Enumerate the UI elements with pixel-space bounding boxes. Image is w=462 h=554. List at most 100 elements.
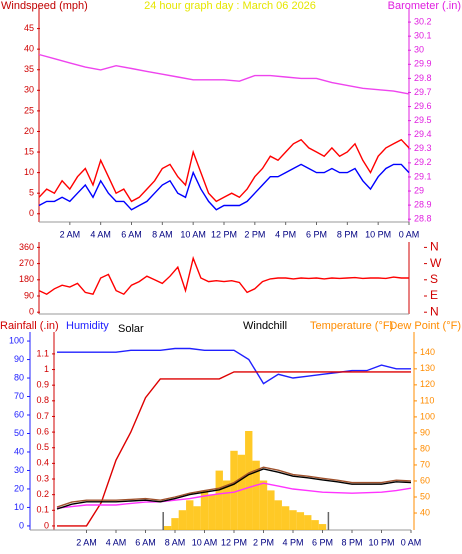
y-tick-label: 0.4 [36, 458, 49, 468]
x-tick-label: 10 PM [365, 229, 391, 239]
y-tick-label: 60 [420, 475, 430, 485]
rainfall-label: Rainfall (.in) [0, 320, 59, 332]
solar-bar [171, 518, 179, 530]
y-tick-label: 20 [14, 483, 24, 493]
solar-bar [274, 500, 282, 530]
x-tick-label: 8 PM [341, 537, 362, 547]
solar-bar [163, 526, 172, 530]
solar-bar [208, 494, 216, 530]
y-tick-label: 29.4 [414, 129, 432, 139]
solar-bar [304, 515, 312, 530]
y-tick-label: 120 [420, 379, 435, 389]
series-line [38, 163, 410, 211]
windchill-label: Windchill [243, 320, 287, 332]
series-line [56, 482, 412, 509]
solar-bar [245, 431, 253, 530]
y-tick-label: 30 [414, 45, 424, 55]
x-tick-label: 4 PM [282, 537, 303, 547]
y-tick-label: 0.1 [36, 505, 49, 515]
y-tick-label: 90 [14, 354, 24, 364]
y-tick-label: 29.7 [414, 87, 432, 97]
solar-bar [222, 480, 231, 530]
y-tick-label: 29.1 [414, 171, 432, 181]
y-tick-label: 15 [24, 146, 34, 156]
solar-bar [193, 506, 201, 530]
x-tick-label: 2 PM [244, 229, 265, 239]
x-tick-label: 2 AM [60, 229, 81, 239]
x-tick-label: 6 PM [312, 537, 333, 547]
y-tick-label: 100 [420, 411, 435, 421]
y-tick-label: 0 [29, 208, 34, 218]
x-tick-label: 10 AM [192, 537, 218, 547]
y-tick-label: 29.5 [414, 115, 432, 125]
barometer-label: Barometer (.in) [388, 0, 461, 12]
x-tick-label: 12 PM [211, 229, 237, 239]
solar-bar [252, 460, 260, 530]
y-tick-label: 29.3 [414, 143, 432, 153]
x-tick-label: 10 PM [368, 537, 394, 547]
y-tick-label: 45 [24, 23, 34, 33]
windspeed-label: Windspeed (mph) [1, 0, 88, 12]
y-tick-label: 110 [420, 395, 434, 405]
solar-bar [178, 510, 187, 530]
y-tick-label: 0.7 [36, 411, 49, 421]
y-tick-label: 20 [24, 126, 34, 136]
y-tick-label: 5 [29, 188, 34, 198]
y-tick-label: 100 [9, 335, 24, 345]
series-line [57, 347, 411, 385]
y-tick-label: 0 [29, 307, 34, 317]
y-tick-label: 29 [414, 185, 424, 195]
y-tick-label: 50 [420, 491, 430, 501]
series-line [38, 138, 410, 203]
series-line [38, 53, 410, 95]
x-tick-label: 2 AM [76, 537, 97, 547]
y-tick-label: 80 [14, 372, 24, 382]
y-tick-label: 10 [24, 167, 34, 177]
y-tick-label: 140 [420, 347, 435, 357]
y-tick-label: 0.2 [36, 489, 49, 499]
dew-point-label: Dew Point (°F) [389, 320, 461, 332]
x-tick-label: 2 PM [253, 537, 274, 547]
y-tick-label: 40 [14, 446, 24, 456]
x-tick-label: 6 AM [121, 229, 142, 239]
y-tick-label: 40 [420, 507, 430, 517]
solar-bar [259, 480, 268, 530]
y-tick-label: 90 [420, 427, 430, 437]
x-tick-label: 10 AM [180, 229, 206, 239]
solar-bar [186, 500, 194, 530]
x-tick-label: 0 AM [401, 537, 422, 547]
y-tick-label: 1 [44, 364, 49, 374]
solar-bar [296, 512, 305, 530]
y-tick-label: 30 [14, 465, 24, 475]
y-tick-label: 0.9 [36, 380, 49, 390]
y-tick-label: 60 [14, 409, 24, 419]
y-tick-label: 28.9 [414, 199, 432, 209]
series-line [38, 255, 409, 296]
y-tick-label: 0 [44, 520, 49, 530]
solar-label: Solar [118, 323, 144, 335]
humidity-label: Humidity [66, 320, 109, 332]
x-tick-label: 12 PM [221, 537, 247, 547]
y-tick-label: 70 [420, 459, 430, 469]
y-tick-label: 180 [19, 274, 34, 284]
x-tick-label: 0 AM [399, 229, 420, 239]
temperature-label: Temperature (°F) [310, 320, 393, 332]
solar-bar [215, 470, 223, 530]
y-tick-label: 29.8 [414, 73, 432, 83]
x-tick-label: 6 AM [135, 537, 156, 547]
y-tick-label: 0.3 [36, 473, 49, 483]
y-tick-label: 30.1 [414, 31, 432, 41]
y-tick-label: 40 [24, 44, 34, 54]
series-line [56, 468, 412, 510]
solar-bar [318, 524, 327, 530]
chart-title: 24 hour graph day : March 06 2026 [144, 0, 316, 12]
y-tick-label: 90 [24, 290, 34, 300]
y-tick-label: 28.8 [414, 214, 432, 224]
y-tick-label: W [430, 256, 442, 270]
y-tick-label: 29.2 [414, 157, 432, 167]
y-tick-label: S [430, 272, 438, 286]
y-tick-label: 50 [14, 428, 24, 438]
y-tick-label: 0.5 [36, 442, 49, 452]
solar-bar [289, 510, 297, 530]
x-tick-label: 4 AM [90, 229, 111, 239]
